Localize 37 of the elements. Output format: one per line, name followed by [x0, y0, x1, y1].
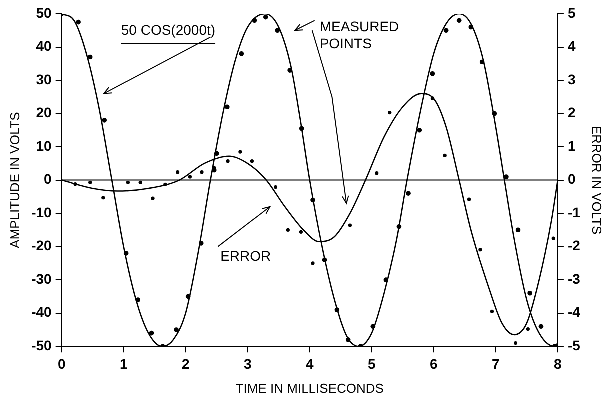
x-tick-label: 4	[306, 356, 314, 372]
y-axis-title: AMPLITUDE IN VOLTS	[7, 112, 22, 248]
annotation: MEASURED POINTS	[320, 18, 400, 52]
y-tick-label: 40	[36, 38, 52, 54]
y-tick-label: 20	[36, 104, 52, 121]
y2-tick-label: -2	[568, 238, 581, 254]
y2-tick-label: 1	[568, 138, 576, 154]
y2-tick-label: -1	[568, 204, 581, 220]
y-tick-label: 30	[36, 71, 52, 88]
y-tick-label: 10	[36, 138, 52, 154]
y-tick-label: -30	[32, 270, 52, 287]
y2-tick-label: 0	[568, 171, 576, 188]
x-tick-label: 7	[492, 356, 500, 372]
x-tick-label: 0	[58, 356, 66, 372]
annotation: ERROR	[220, 248, 272, 264]
x-tick-label: 1	[120, 356, 128, 372]
x-tick-label: 5	[368, 356, 376, 372]
y-tick-label: 50	[36, 4, 52, 21]
annotation: 50 COS(2000t)	[121, 22, 216, 38]
x-tick-label: 8	[554, 356, 562, 372]
y-tick-label: -40	[32, 304, 52, 320]
y-tick-label: -10	[32, 204, 52, 220]
x-tick-label: 2	[182, 356, 190, 372]
x-tick-label: 6	[430, 356, 438, 372]
y-tick-label: -20	[32, 238, 52, 254]
y2-tick-label: 4	[568, 38, 576, 54]
y2-tick-label: -5	[568, 337, 581, 354]
x-tick-label: 3	[244, 356, 252, 372]
y2-tick-label: -3	[568, 270, 581, 287]
x-axis-title: TIME IN MILLISECONDS	[236, 380, 384, 396]
y-tick-label: 0	[44, 171, 52, 188]
y2-tick-label: -4	[568, 304, 581, 320]
y2-tick-label: 5	[568, 4, 576, 21]
y2-tick-label: 3	[568, 71, 576, 88]
y-tick-label: -50	[32, 337, 52, 354]
y2-axis-title: ERROR IN VOLTS	[590, 126, 605, 236]
y2-tick-label: 2	[568, 104, 576, 121]
